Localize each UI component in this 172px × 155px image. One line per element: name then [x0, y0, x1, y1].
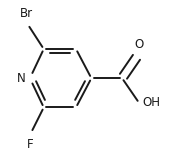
Text: O: O [134, 38, 144, 51]
Text: N: N [17, 72, 26, 85]
Text: F: F [27, 138, 33, 151]
Text: Br: Br [20, 7, 33, 20]
Text: OH: OH [143, 96, 161, 109]
